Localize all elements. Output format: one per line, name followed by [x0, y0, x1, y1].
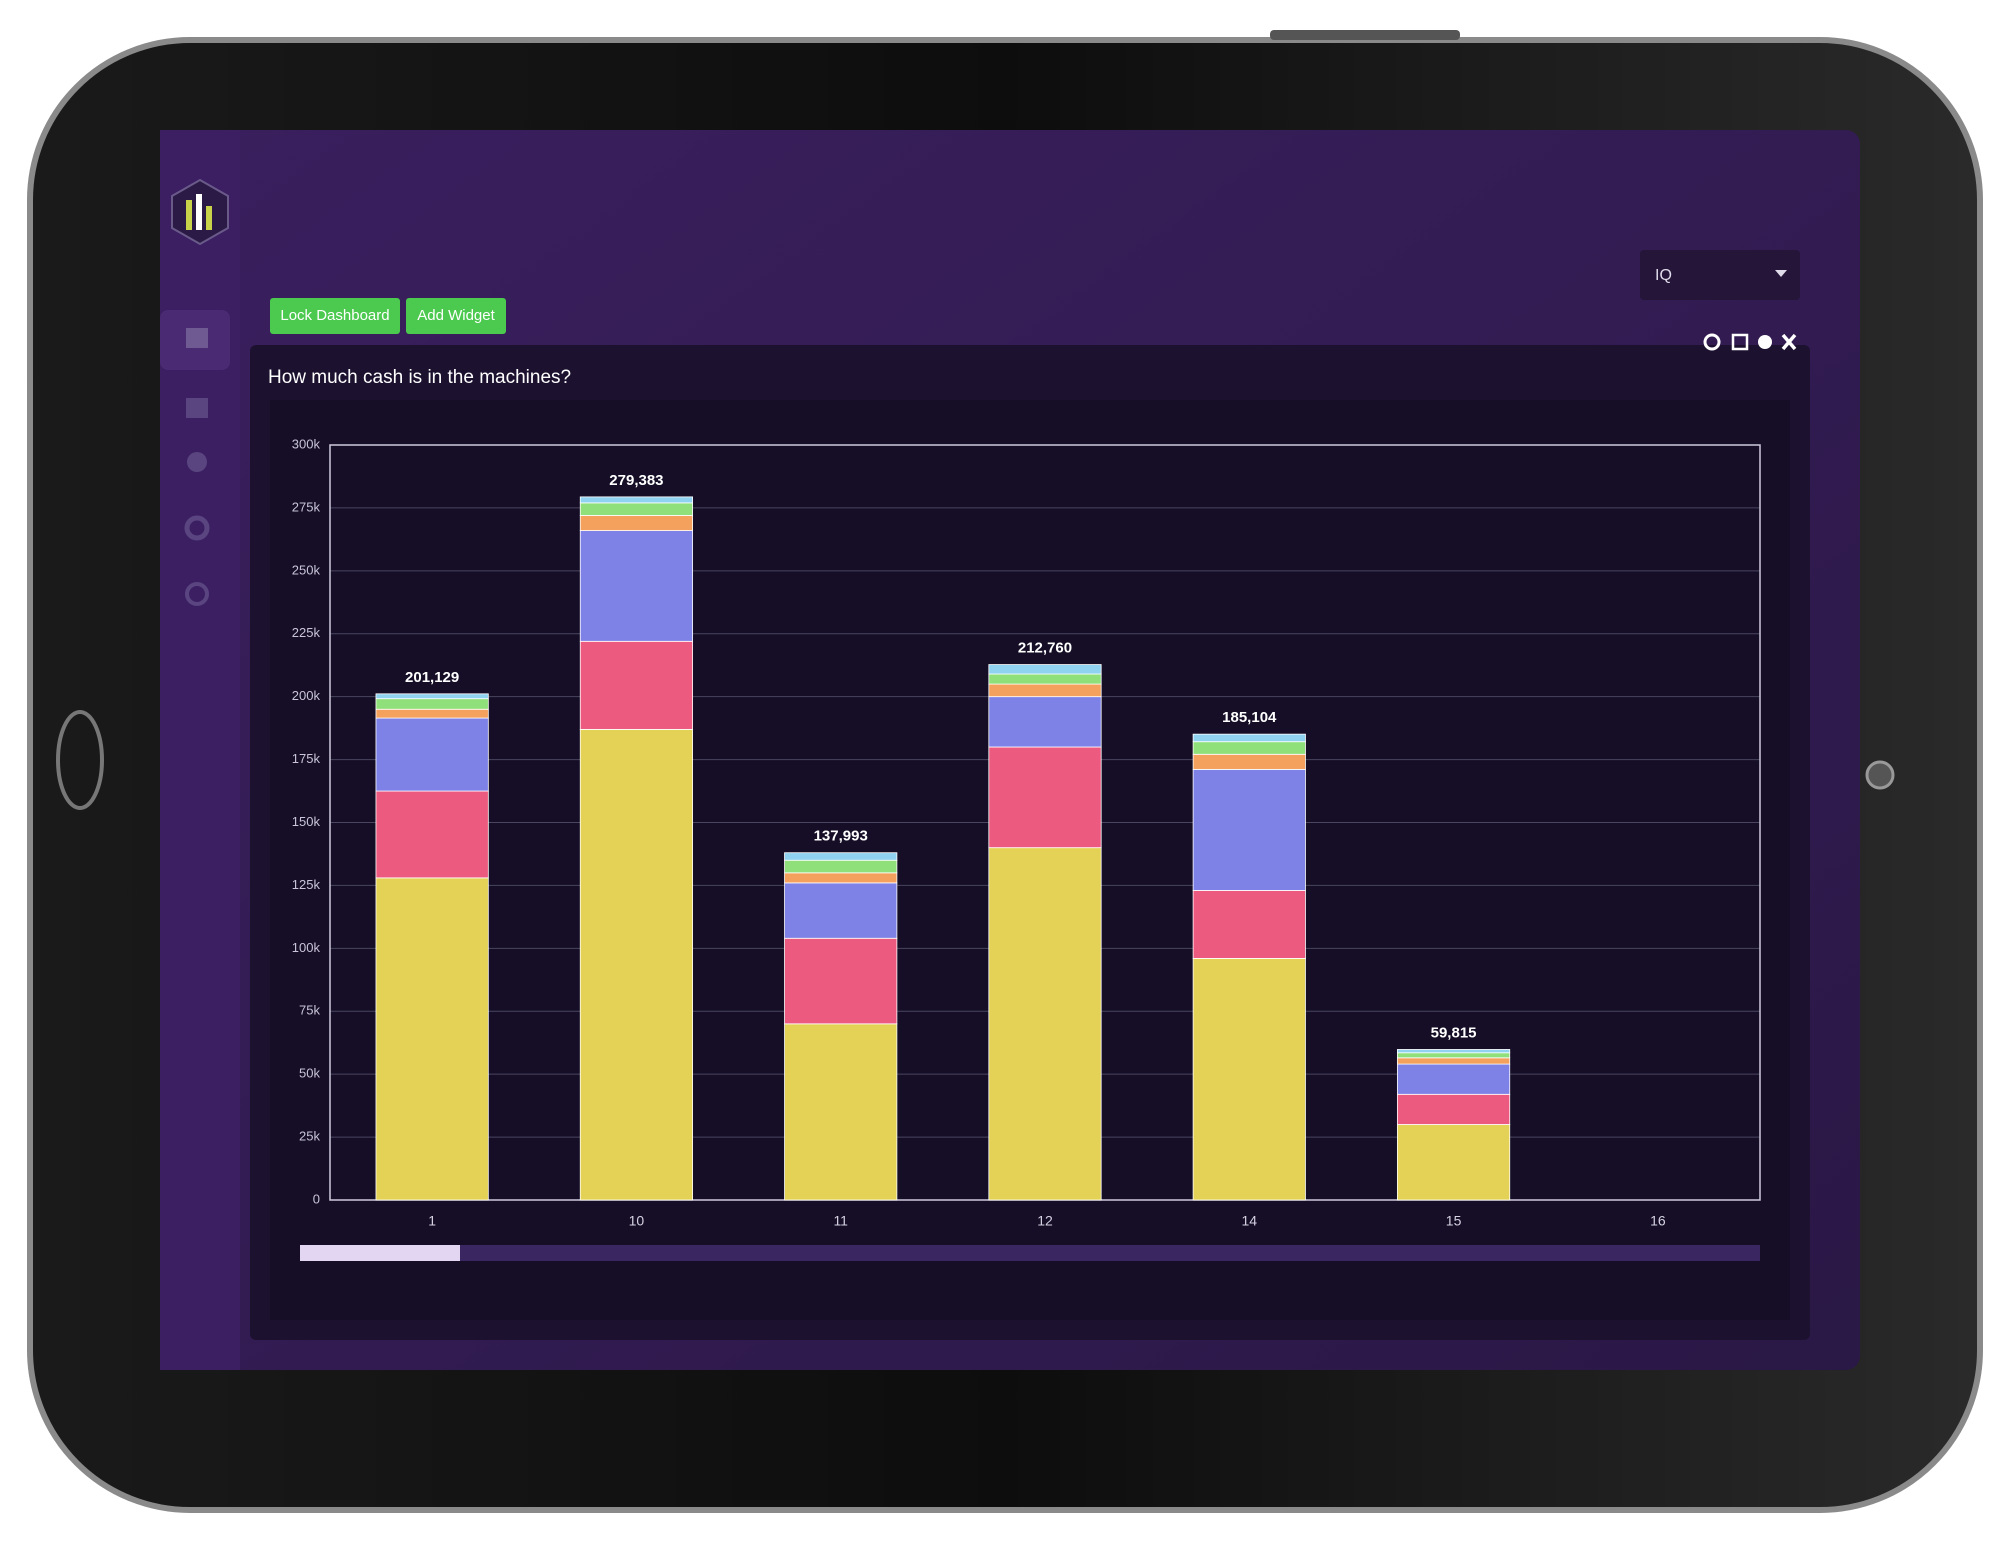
widget-actions: [1703, 333, 1797, 351]
bar-segment: [1192, 958, 1306, 1201]
total-label: 279,383: [609, 472, 663, 489]
nav-logout[interactable]: [185, 582, 209, 606]
bar-segment: [1192, 768, 1306, 891]
total-label: 185,104: [1222, 709, 1277, 726]
button-label: Add Widget: [417, 307, 495, 324]
bar-segment: [1396, 1063, 1511, 1095]
bar-segment: [988, 673, 1102, 685]
widget-title: How much cash is in the machines?: [268, 367, 571, 388]
x-tick-label: 11: [833, 1213, 848, 1229]
bar-segment: [1396, 1093, 1511, 1125]
bar-segment: [579, 640, 694, 730]
dropdown-caret: [1775, 270, 1787, 277]
logo: [171, 178, 229, 246]
bar-segment: [375, 693, 489, 700]
bar-segment: [375, 790, 489, 879]
y-tick-label: 75k: [299, 1003, 320, 1018]
x-tick-label: 15: [1446, 1213, 1462, 1229]
total-label: 137,993: [814, 828, 868, 845]
y-tick-label: 225k: [292, 625, 321, 640]
y-tick-label: 150k: [292, 814, 321, 829]
bar-segment: [1192, 890, 1306, 959]
bar-segment: [1396, 1052, 1511, 1059]
bar-segment: [988, 683, 1102, 698]
x-tick-label: 14: [1241, 1213, 1257, 1229]
y-tick-label: 125k: [292, 877, 321, 892]
bar-segment: [784, 872, 898, 884]
scrollbar-track: [300, 1245, 1760, 1261]
y-tick-label: 25k: [299, 1129, 320, 1144]
nav-users[interactable]: [187, 452, 207, 472]
bar-segment: [375, 717, 489, 792]
x-tick-label: 1: [428, 1213, 436, 1229]
dropdown-value: IQ: [1655, 267, 1672, 284]
y-tick-label: 100k: [292, 940, 321, 955]
camera: [1865, 760, 1895, 790]
scrollbar-thumb[interactable]: [300, 1245, 460, 1261]
y-tick-label: 300k: [292, 436, 321, 451]
open-icon[interactable]: [1731, 333, 1749, 351]
settings-icon[interactable]: [1758, 335, 1772, 349]
bar-segment: [375, 877, 489, 1201]
total-label: 59,815: [1431, 1024, 1477, 1041]
close-icon[interactable]: [1781, 333, 1797, 351]
bar-segment: [579, 515, 694, 531]
bar-segment: [1192, 741, 1306, 755]
bar-segment: [1192, 733, 1306, 743]
bar-segment: [579, 530, 694, 642]
bar-segment: [784, 937, 898, 1025]
y-tick-label: 250k: [292, 562, 321, 577]
add-widget-button[interactable]: [406, 298, 506, 334]
lock-dashboard-button[interactable]: [270, 298, 400, 334]
dropdown[interactable]: [1640, 250, 1800, 300]
x-tick-label: 10: [629, 1213, 645, 1229]
x-tick-label: 12: [1037, 1213, 1053, 1229]
bar-segment: [988, 664, 1102, 675]
bar-segment: [988, 746, 1102, 849]
refresh-icon[interactable]: [1703, 333, 1721, 351]
bar-segment: [579, 496, 694, 504]
bar-segment: [579, 728, 694, 1201]
y-tick-label: 175k: [292, 751, 321, 766]
x-tick-label: 16: [1650, 1213, 1666, 1229]
bar-segment: [1192, 753, 1306, 770]
y-tick-label: 275k: [292, 499, 321, 514]
bar-segment: [988, 847, 1102, 1201]
nav-dashboard-icon: [186, 328, 208, 348]
volume-button: [1270, 30, 1460, 40]
bar-segment: [784, 859, 898, 874]
bar-segment: [1396, 1057, 1511, 1065]
bar-segment: [784, 1023, 898, 1201]
nav-reports[interactable]: [186, 398, 208, 418]
bar-segment: [1396, 1049, 1511, 1054]
bar-segment: [375, 708, 489, 719]
y-tick-label: 200k: [292, 688, 321, 703]
nav-settings[interactable]: [184, 515, 210, 541]
button-label: Lock Dashboard: [280, 307, 389, 324]
y-tick-label: 50k: [299, 1066, 320, 1081]
bar-segment: [1396, 1124, 1511, 1201]
y-tick-label: 0: [313, 1191, 320, 1206]
bar-segment: [988, 696, 1102, 748]
bar-segment: [375, 698, 489, 710]
home-button[interactable]: [56, 710, 104, 810]
bar-segment: [784, 882, 898, 939]
total-label: 212,760: [1018, 640, 1072, 657]
total-label: 201,129: [405, 669, 459, 686]
bar-segment: [784, 852, 898, 861]
bar-segment: [579, 502, 694, 516]
